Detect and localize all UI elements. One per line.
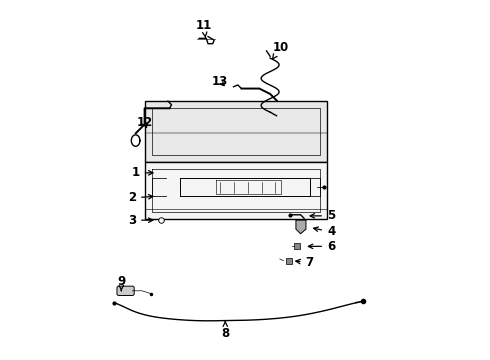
Polygon shape — [145, 101, 327, 162]
Text: 7: 7 — [296, 256, 314, 269]
Text: 2: 2 — [128, 192, 153, 204]
Text: 1: 1 — [131, 166, 153, 179]
Text: 11: 11 — [196, 19, 212, 38]
Text: 6: 6 — [308, 240, 335, 253]
Text: 3: 3 — [128, 214, 153, 227]
Text: 9: 9 — [117, 275, 125, 291]
Text: 10: 10 — [272, 41, 289, 59]
Polygon shape — [145, 162, 327, 220]
Text: 4: 4 — [314, 225, 335, 238]
FancyBboxPatch shape — [117, 286, 134, 296]
Polygon shape — [296, 220, 306, 234]
Text: 5: 5 — [310, 210, 335, 222]
Text: 12: 12 — [136, 116, 153, 129]
Text: 13: 13 — [212, 75, 228, 88]
Text: 8: 8 — [221, 321, 229, 340]
